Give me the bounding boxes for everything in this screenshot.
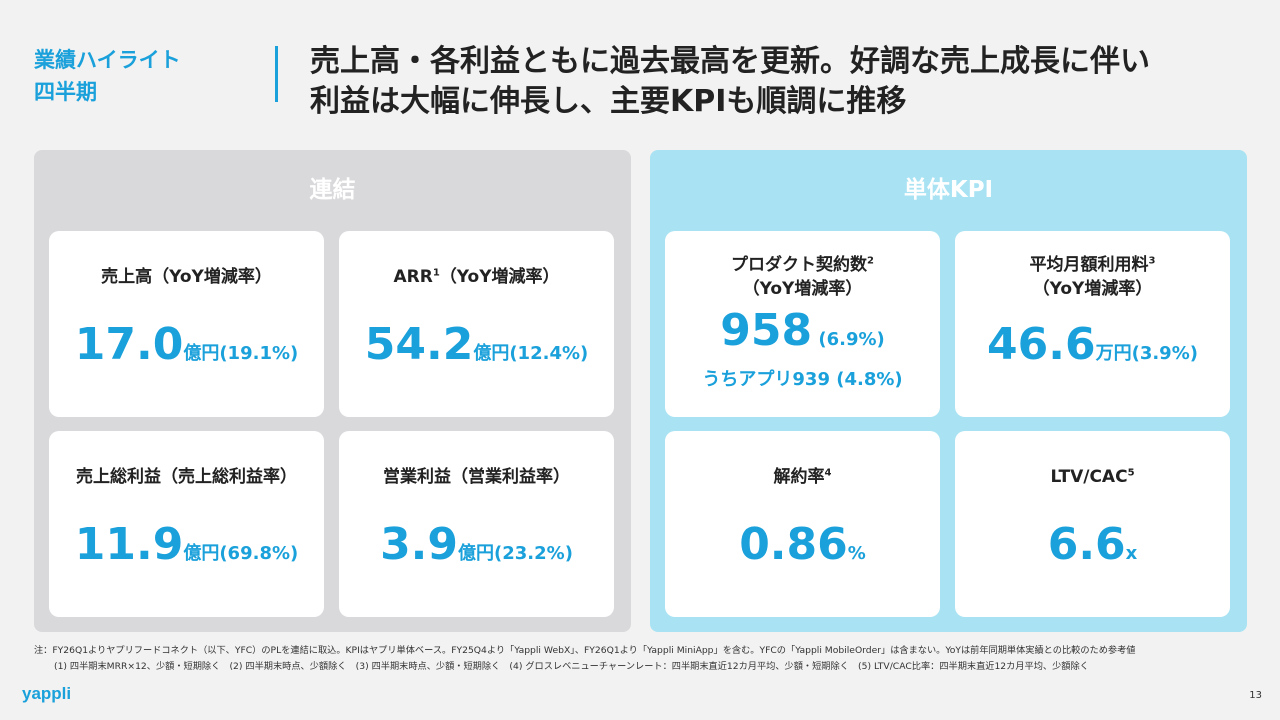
- arr-label-text: ARR: [393, 267, 433, 287]
- footnote-line1: 注：FY26Q1よりヤプリフードコネクト（以下、YFC）のPLを連結に取込。KP…: [34, 645, 1136, 656]
- avg-monthly-fee-unit: 万円(3.9%): [1095, 343, 1198, 364]
- page-number: 13: [1249, 690, 1262, 701]
- headline-line2: 利益は大幅に伸長し、主要KPIも順調に推移: [310, 84, 907, 119]
- section-label-line1: 業績ハイライト: [34, 48, 181, 72]
- churn-rate-label-text: 解約率: [773, 467, 825, 487]
- churn-rate-unit: %: [847, 543, 866, 564]
- revenue-value: 17.0: [74, 319, 184, 370]
- gross-profit-label: 売上総利益（売上総利益率）: [76, 467, 297, 487]
- section-label: 業績ハイライト 四半期: [34, 44, 181, 108]
- operating-profit-label: 営業利益（営業利益率）: [383, 467, 570, 487]
- contracts-label-line2: （YoY増減率）: [742, 279, 863, 299]
- ltv-cac-unit: x: [1125, 543, 1138, 564]
- contracts-value: 958: [720, 305, 813, 356]
- yappli-logo: yappli: [22, 684, 72, 703]
- headline: 売上高・各利益ともに過去最高を更新。好調な売上成長に伴い 利益は大幅に伸長し、主…: [310, 42, 1260, 122]
- revenue-card: 売上高（YoY増減率） 17.0億円(19.1%): [49, 231, 324, 417]
- ltv-cac-label-text: LTV/CAC: [1050, 467, 1128, 487]
- churn-rate-card: 解約率4 0.86%: [665, 431, 940, 617]
- arr-card: ARR1（YoY増減率） 54.2億円(12.4%): [339, 231, 614, 417]
- ltv-cac-value-row: 6.6x: [955, 523, 1230, 576]
- contracts-label: プロダクト契約数2 （YoY増減率）: [665, 253, 940, 301]
- contracts-sub-value: うちアプリ939 (4.8%): [702, 369, 903, 390]
- operating-profit-card: 営業利益（営業利益率） 3.9億円(23.2%): [339, 431, 614, 617]
- kpi-panel-title: 単体KPI: [903, 177, 994, 203]
- churn-rate-value-row: 0.86%: [665, 523, 940, 576]
- contracts-unit: (6.9%): [812, 329, 885, 350]
- gross-profit-value-row: 11.9億円(69.8%): [49, 523, 324, 576]
- header-divider: [275, 46, 278, 102]
- arr-footnote-ref: 1: [432, 267, 440, 279]
- contracts-footnote-ref: 2: [867, 255, 874, 267]
- revenue-value-row: 17.0億円(19.1%): [49, 323, 324, 376]
- operating-profit-unit: 億円(23.2%): [458, 543, 573, 564]
- churn-rate-footnote-ref: 4: [824, 467, 832, 479]
- arr-label: ARR1（YoY増減率）: [339, 265, 614, 289]
- headline-line1: 売上高・各利益ともに過去最高を更新。好調な売上成長に伴い: [310, 44, 1150, 79]
- ltv-cac-label: LTV/CAC5: [955, 465, 1230, 489]
- revenue-label: 売上高（YoY増減率）: [101, 267, 272, 287]
- kpi-panel: 単体KPI プロダクト契約数2 （YoY増減率） 958 (6.9%) うちアプ…: [650, 150, 1247, 632]
- arr-label-suffix: （YoY増減率）: [439, 267, 560, 287]
- ltv-cac-value: 6.6: [1047, 519, 1126, 570]
- avg-monthly-fee-label-line2: （YoY増減率）: [1032, 279, 1153, 299]
- consolidated-panel: 連結 売上高（YoY増減率） 17.0億円(19.1%) ARR1（YoY増減率…: [34, 150, 631, 632]
- contracts-card: プロダクト契約数2 （YoY増減率） 958 (6.9%) うちアプリ939 (…: [665, 231, 940, 417]
- arr-value: 54.2: [364, 319, 474, 370]
- contracts-value-row: 958 (6.9%): [665, 309, 940, 362]
- avg-monthly-fee-footnote-ref: 3: [1148, 255, 1156, 267]
- footnote-line2: (1) 四半期末MRR×12、少額・短期除く (2) 四半期末時点、少額除く (…: [54, 661, 1089, 672]
- gross-profit-unit: 億円(69.8%): [183, 543, 299, 564]
- footnotes: 注：FY26Q1よりヤプリフードコネクト（以下、YFC）のPLを連結に取込。KP…: [34, 643, 1254, 675]
- churn-rate-value: 0.86: [739, 519, 848, 570]
- operating-profit-value-row: 3.9億円(23.2%): [339, 523, 614, 576]
- arr-value-row: 54.2億円(12.4%): [339, 323, 614, 376]
- ltv-cac-footnote-ref: 5: [1127, 467, 1135, 479]
- contracts-label-text: プロダクト契約数: [731, 255, 868, 275]
- churn-rate-label: 解約率4: [665, 465, 940, 489]
- ltv-cac-card: LTV/CAC5 6.6x: [955, 431, 1230, 617]
- operating-profit-value: 3.9: [380, 519, 459, 570]
- gross-profit-card: 売上総利益（売上総利益率） 11.9億円(69.8%): [49, 431, 324, 617]
- revenue-unit: 億円(19.1%): [183, 343, 299, 364]
- avg-monthly-fee-value-row: 46.6万円(3.9%): [955, 323, 1230, 376]
- arr-unit: 億円(12.4%): [473, 343, 589, 364]
- section-label-line2: 四半期: [34, 80, 97, 104]
- avg-monthly-fee-card: 平均月額利用料3 （YoY増減率） 46.6万円(3.9%): [955, 231, 1230, 417]
- avg-monthly-fee-value: 46.6: [987, 319, 1096, 370]
- consolidated-panel-title: 連結: [309, 177, 356, 203]
- avg-monthly-fee-label: 平均月額利用料3 （YoY増減率）: [955, 253, 1230, 301]
- gross-profit-value: 11.9: [74, 519, 184, 570]
- avg-monthly-fee-label-text: 平均月額利用料: [1029, 255, 1149, 275]
